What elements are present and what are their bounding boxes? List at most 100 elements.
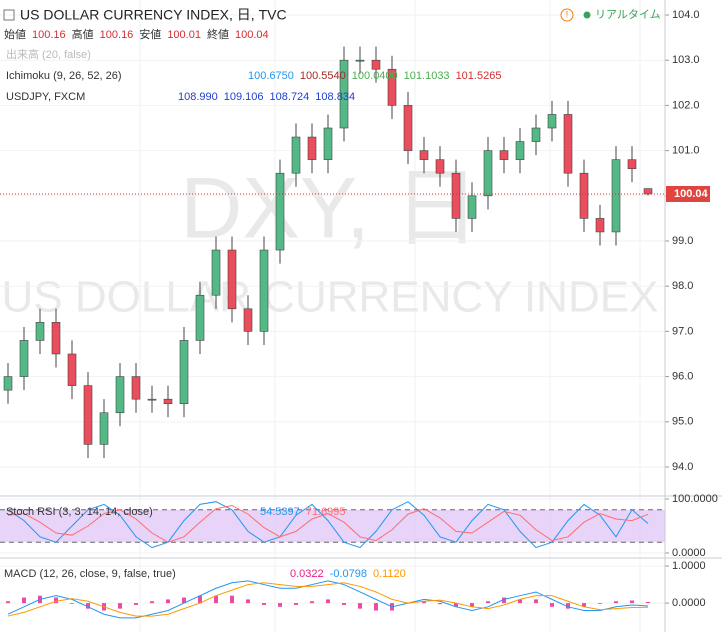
histogram-bar [422, 601, 426, 604]
histogram-bar [582, 603, 586, 607]
candle-body [451, 172, 461, 219]
candle-body [211, 249, 221, 296]
y-tick-label: 100.0000 [672, 493, 718, 505]
histogram-bar [326, 599, 330, 604]
legend-text: 100.6750 [248, 70, 294, 82]
histogram-bar [134, 603, 138, 605]
y-tick-label: 104.0 [672, 9, 700, 21]
histogram-bar [198, 595, 202, 604]
candle-body [131, 376, 141, 400]
legend-text: 0.0322 [290, 568, 324, 580]
histogram-bar [150, 601, 154, 604]
legend-text: 安値 [139, 27, 161, 41]
histogram-bar [230, 595, 234, 604]
histogram-bar [182, 597, 186, 604]
legend-text: 始値 [4, 27, 26, 41]
indicator-line [7, 501, 649, 549]
histogram-bar [118, 603, 122, 609]
legend-text: -0.0798 [330, 568, 367, 580]
legend-text: 終値 [207, 27, 229, 41]
legend-text: 100.0400 [352, 70, 398, 82]
candle-body [515, 141, 525, 160]
histogram-bar [246, 599, 250, 604]
legend-text: 101.5265 [456, 70, 502, 82]
collapse-button[interactable] [3, 9, 15, 21]
y-tick-label: 101.0 [672, 145, 700, 157]
candle-body [243, 308, 253, 332]
legend-text: USDJPY, FXCM [6, 91, 85, 103]
legend-text: 101.1033 [404, 70, 450, 82]
histogram-bar [454, 603, 458, 607]
candle-body [643, 188, 653, 195]
histogram-bar [262, 603, 266, 605]
candle-body [483, 150, 493, 197]
legend-text: Ichimoku (9, 26, 52, 26) [6, 70, 122, 82]
realtime-dot [583, 11, 591, 19]
realtime-status: リアルタイム [595, 8, 661, 21]
candle-body [67, 353, 77, 386]
candle-body [83, 385, 93, 445]
candle-body [499, 150, 509, 160]
last-price-label: 100.04 [674, 188, 709, 200]
histogram-bar [358, 603, 362, 609]
warning-icon[interactable] [560, 8, 574, 22]
candle-body [387, 68, 397, 106]
legend-text: 109.106 [224, 91, 264, 103]
legend-text: MACD (12, 26, close, 9, false, true) [4, 568, 176, 580]
candle-body [259, 249, 269, 332]
y-tick-label: 98.0 [672, 280, 693, 292]
candle-body [531, 127, 541, 142]
candle-body [403, 105, 413, 151]
legend-text: 108.834 [315, 91, 355, 103]
histogram-bar [534, 599, 538, 604]
candle-body [163, 398, 173, 405]
histogram-bar [374, 603, 378, 611]
y-tick-label: 102.0 [672, 99, 700, 111]
candle-body [19, 340, 29, 377]
histogram-bar [342, 603, 346, 605]
candle-body [339, 59, 349, 129]
y-tick-label: 95.0 [672, 416, 693, 428]
y-tick-label: 103.0 [672, 54, 700, 66]
y-tick-label: 97.0 [672, 325, 693, 337]
candle-body [611, 159, 621, 233]
legend-text: 100.04 [235, 29, 269, 41]
y-tick-label: 96.0 [672, 370, 693, 382]
warning-mark: ! [566, 9, 569, 19]
plot [0, 14, 669, 619]
candle-body [547, 114, 557, 129]
candle-body [563, 114, 573, 174]
histogram-bar [70, 603, 74, 604]
legend-text: 100.16 [32, 29, 66, 41]
candle-body [51, 322, 61, 355]
candle-body [179, 340, 189, 405]
candle-body [419, 150, 429, 160]
watermark: DXY, 日 [180, 161, 480, 257]
histogram-bar [646, 601, 650, 604]
candle-body [195, 294, 205, 341]
candle-body [3, 376, 13, 391]
histogram-bar [550, 603, 554, 607]
symbol-title: US DOLLAR CURRENCY INDEX, 日, TVC [20, 7, 287, 23]
histogram-bar [438, 603, 442, 605]
histogram-bar [86, 603, 90, 609]
histogram-bar [566, 603, 570, 609]
legend-text: 高値 [72, 27, 94, 41]
histogram-bar [470, 603, 474, 607]
candle-body [371, 59, 381, 70]
legend-text: 出来高 (20, false) [6, 47, 91, 61]
candle-body [579, 172, 589, 219]
candle-body [115, 376, 125, 414]
candle-body [147, 398, 157, 401]
last-price-tag [666, 185, 710, 202]
histogram-bar [54, 597, 58, 604]
histogram-bar [614, 601, 618, 604]
histogram-bar [214, 595, 218, 604]
legend-text: 100.01 [167, 29, 201, 41]
candle-body [627, 159, 637, 169]
histogram-bar [278, 603, 282, 607]
histogram-bar [598, 603, 602, 604]
legend-text: 100.5540 [300, 70, 346, 82]
indicator-line [7, 580, 649, 619]
candle-body [467, 195, 477, 219]
